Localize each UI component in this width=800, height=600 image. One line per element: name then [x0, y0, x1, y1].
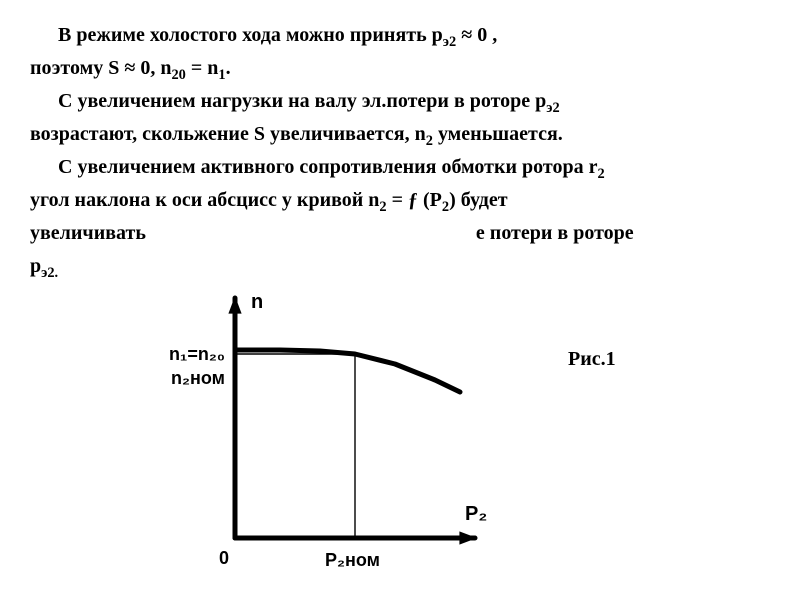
text: . [226, 57, 231, 79]
text: е потери в роторе [476, 222, 634, 244]
paragraph-3: С увеличением нагрузки на валу эл.потери… [30, 88, 770, 115]
text: С увеличением нагрузки на валу эл.потери… [58, 90, 546, 112]
svg-text:n: n [251, 291, 263, 313]
subscript: 1 [218, 67, 225, 83]
paragraph-5: С увеличением активного сопротивления об… [30, 154, 770, 181]
speed-chart: n P₂ n₁=n₂₀ n₂ном 0 P₂ном [140, 288, 580, 588]
paragraph-8: pэ2. [30, 253, 770, 280]
subscript: 20 [171, 67, 185, 83]
text: С увеличением активного сопротивления об… [58, 156, 597, 178]
svg-text:0: 0 [219, 548, 229, 568]
svg-text:n₂ном: n₂ном [171, 368, 225, 388]
paragraph-4: возрастают, скольжение S увеличивается, … [30, 121, 770, 148]
text: угол наклона к оси абсцисс у кривой n [30, 189, 379, 211]
subscript: 2 [426, 133, 433, 149]
paragraph-1: В режиме холостого хода можно принять pэ… [30, 22, 770, 49]
subscript: э2 [546, 100, 559, 116]
text: = ƒ (P [387, 189, 442, 211]
svg-text:n₁=n₂₀: n₁=n₂₀ [169, 344, 225, 364]
text: ) будет [449, 189, 507, 211]
subscript: 2 [379, 199, 386, 215]
paragraph-6: угол наклона к оси абсцисс у кривой n2 =… [30, 187, 770, 214]
svg-text:P₂: P₂ [465, 503, 487, 525]
figure-label: Рис.1 [568, 348, 616, 371]
text: p [30, 255, 41, 277]
subscript: э2 [443, 34, 456, 50]
text: поэтому S ≈ 0, n [30, 57, 171, 79]
svg-text:P₂ном: P₂ном [325, 550, 380, 570]
subscript: 2 [597, 166, 604, 182]
chart-svg: n P₂ n₁=n₂₀ n₂ном 0 P₂ном [140, 288, 580, 588]
text: уменьшается. [433, 123, 563, 145]
paragraph-7: увеличивать е потери в роторе [30, 220, 770, 247]
text: увеличивать [30, 222, 146, 244]
text: В режиме холостого хода можно принять p [58, 24, 443, 46]
text: возрастают, скольжение S увеличивается, … [30, 123, 426, 145]
text: = n [186, 57, 219, 79]
text: ≈ 0 , [456, 24, 497, 46]
paragraph-2: поэтому S ≈ 0, n20 = n1. [30, 55, 770, 82]
subscript: э2. [41, 265, 58, 281]
